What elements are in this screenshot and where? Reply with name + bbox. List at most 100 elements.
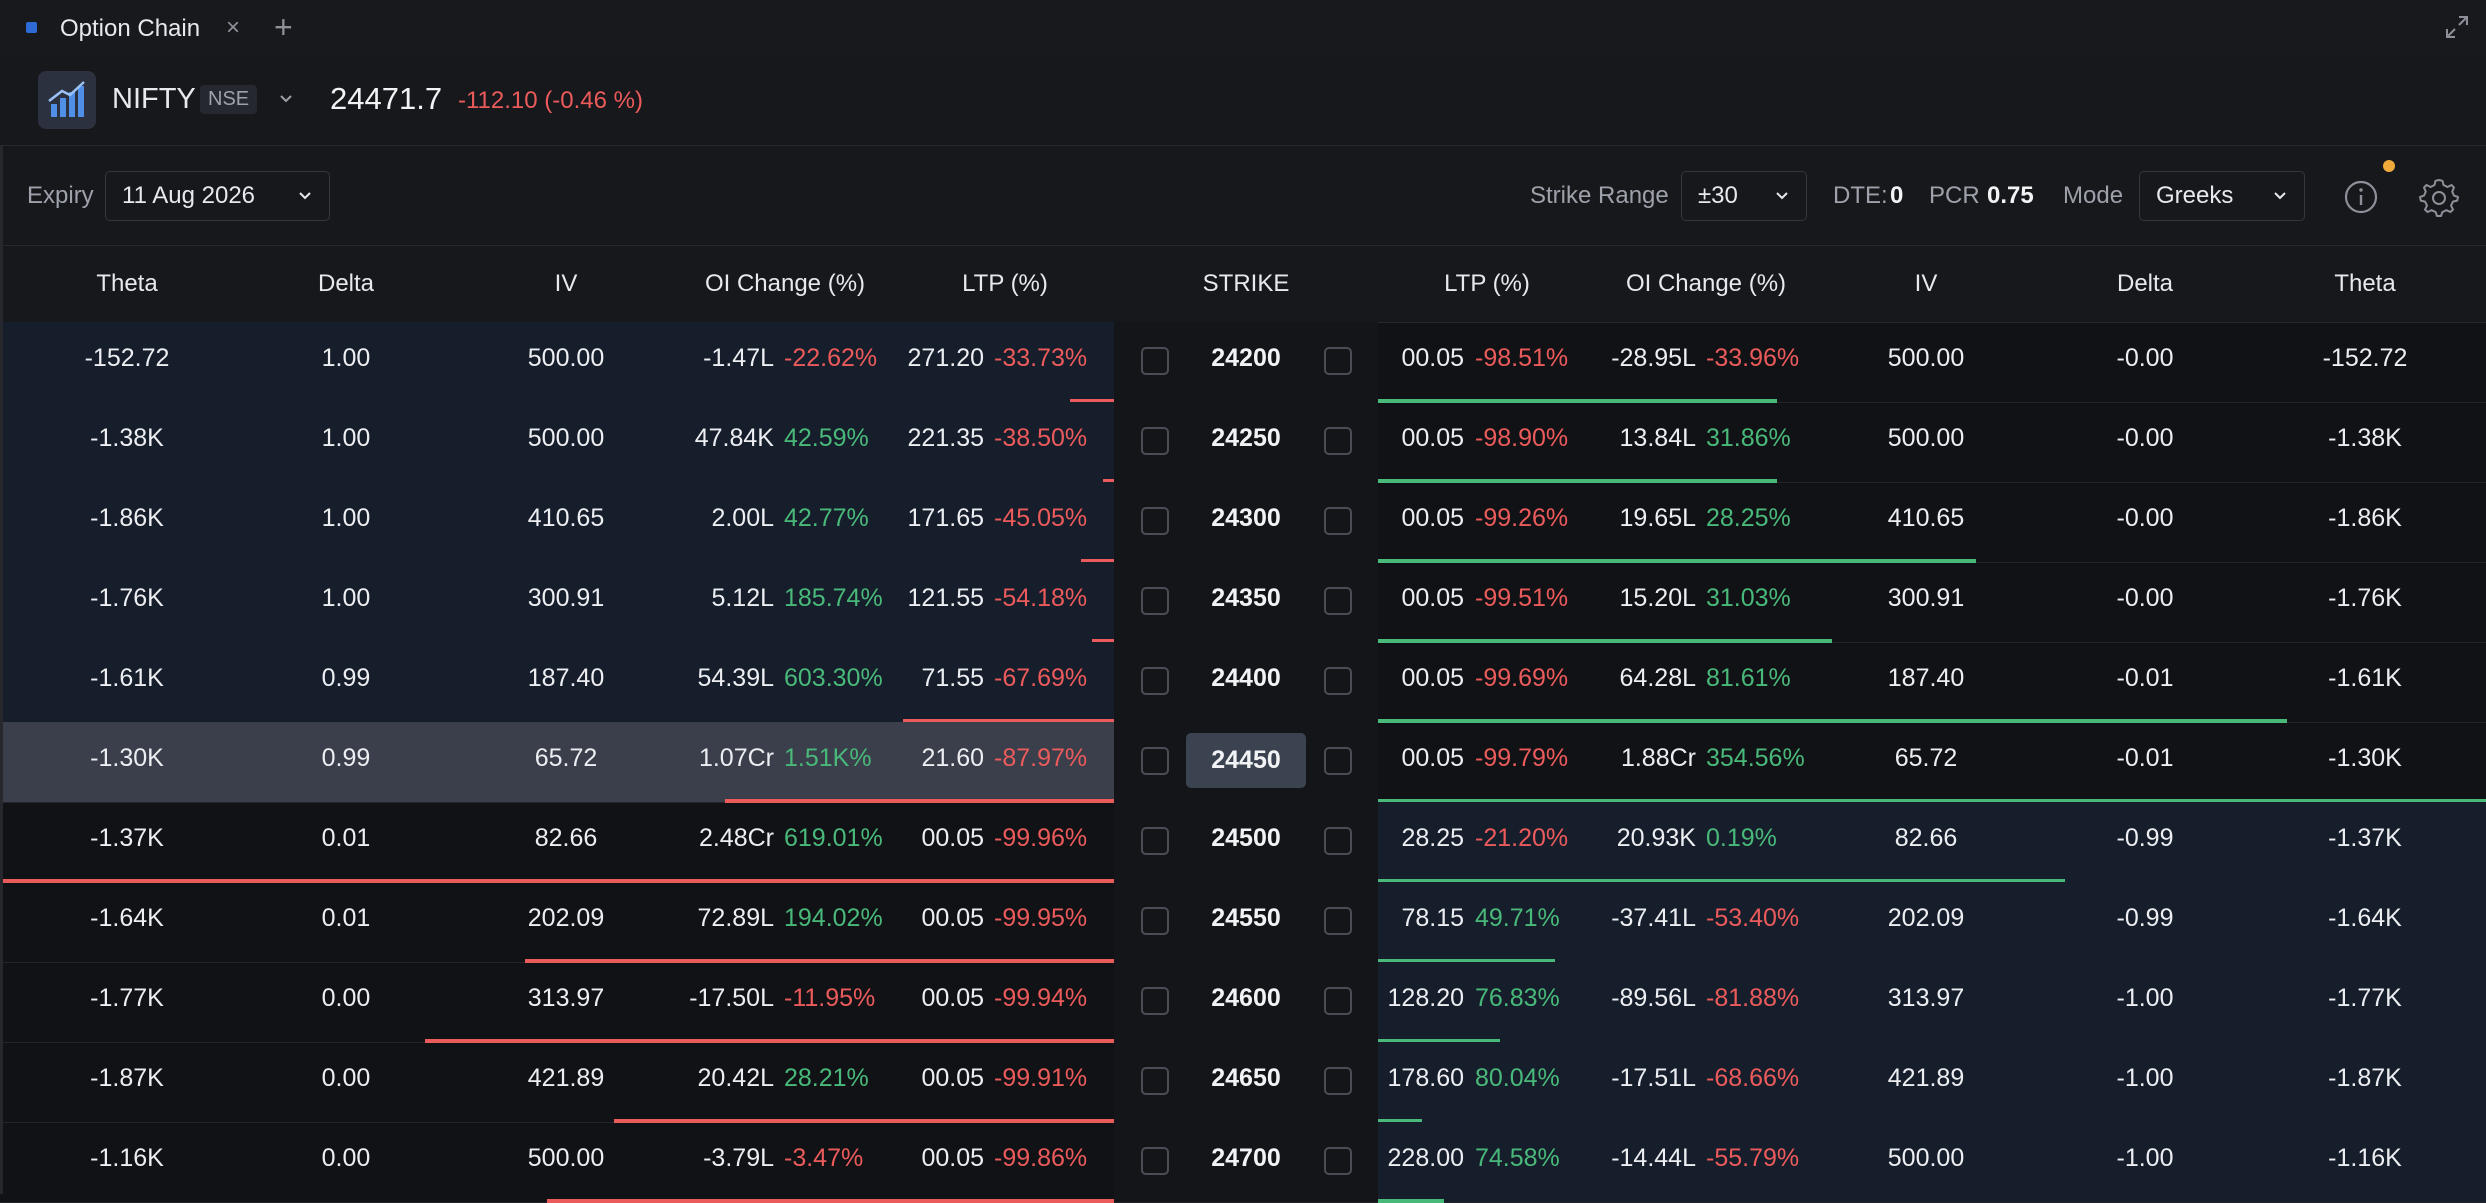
expiry-value: 11 Aug 2026 [122, 182, 256, 209]
table-row[interactable]: -1.61K 0.99 187.40 54.39L 603.30% 71.55 -67.69… [0, 642, 2486, 723]
col-put-oi-change[interactable]: OI Change (%) [1625, 270, 1787, 297]
put-iv: 202.09 [1887, 904, 1965, 932]
call-ltp-pct: -33.73% [994, 344, 1088, 372]
gear-icon[interactable] [2418, 176, 2460, 218]
call-select-checkbox[interactable] [1141, 987, 1169, 1015]
tab-close-icon[interactable]: × [226, 14, 241, 41]
table-row[interactable]: -1.16K 0.00 500.00 -3.79L -3.47% 00.05 -99.86%… [0, 1122, 2486, 1203]
table-row[interactable]: -152.72 1.00 500.00 -1.47L -22.62% 271.20 -33.… [0, 322, 2486, 403]
call-select-checkbox[interactable] [1141, 587, 1169, 615]
call-select-checkbox[interactable] [1141, 507, 1169, 535]
tab-option-chain[interactable]: Option Chain × [0, 0, 260, 57]
call-delta: 0.99 [321, 664, 371, 692]
call-oi-pct: 185.74% [784, 584, 883, 612]
col-put-theta[interactable]: Theta [2334, 270, 2396, 297]
chevron-down-icon[interactable] [276, 89, 296, 109]
call-select-checkbox[interactable] [1141, 907, 1169, 935]
strike-column-bg [1114, 802, 1378, 882]
put-ltp: 00.05 [1401, 504, 1464, 532]
put-ltp: 00.05 [1401, 584, 1464, 612]
call-oi: -3.79L [703, 1144, 774, 1172]
table-row[interactable]: -1.77K 0.00 313.97 -17.50L -11.95% 00.05 -99.9… [0, 962, 2486, 1043]
put-iv: 65.72 [1894, 744, 1958, 772]
call-iv: 421.89 [527, 1064, 605, 1092]
call-oi: 20.42L [697, 1064, 774, 1092]
put-select-checkbox[interactable] [1324, 747, 1352, 775]
put-oi: -14.44L [1611, 1144, 1696, 1172]
col-call-theta[interactable]: Theta [96, 270, 158, 297]
instrument-header: NIFTY NSE 24471.7 -112.10 (-0.46 %) [0, 57, 2486, 146]
call-delta: 1.00 [321, 424, 371, 452]
put-itm-shade [1378, 882, 2486, 962]
call-select-checkbox[interactable] [1141, 747, 1169, 775]
call-select-checkbox[interactable] [1141, 827, 1169, 855]
table-row[interactable]: -1.30K 0.99 65.72 1.07Cr 1.51K% 21.60 -87.97% 2… [0, 722, 2486, 803]
dte-label: DTE: [1833, 182, 1888, 209]
put-ltp-pct: 76.83% [1475, 984, 1560, 1012]
put-oi-bar [1378, 1039, 1500, 1043]
col-call-delta[interactable]: Delta [317, 270, 375, 297]
chevron-down-icon [2274, 192, 2286, 200]
table-row[interactable]: -1.37K 0.01 82.66 2.48Cr 619.01% 00.05 -99.96%… [0, 802, 2486, 883]
put-select-checkbox[interactable] [1324, 827, 1352, 855]
put-ltp-pct: -99.26% [1475, 504, 1569, 532]
put-select-checkbox[interactable] [1324, 987, 1352, 1015]
tab-title: Option Chain [60, 15, 201, 42]
table-row[interactable]: -1.87K 0.00 421.89 20.42L 28.21% 00.05 -99.91%… [0, 1042, 2486, 1123]
expiry-select[interactable]: 11 Aug 2026 [105, 171, 330, 221]
put-select-checkbox[interactable] [1324, 347, 1352, 375]
put-delta: -0.99 [2116, 904, 2174, 932]
info-icon[interactable] [2343, 179, 2379, 215]
call-ltp-pct: -99.96% [994, 824, 1088, 852]
put-theta: -1.61K [2328, 664, 2402, 692]
expand-icon[interactable] [2444, 14, 2470, 40]
controls-bar: Expiry 11 Aug 2026 Strike Range ±30 DTE:… [0, 146, 2486, 246]
put-select-checkbox[interactable] [1324, 1147, 1352, 1175]
option-chain-header: Theta Delta IV OI Change (%) LTP (%) STR… [0, 246, 2486, 323]
put-delta: -0.00 [2116, 584, 2174, 612]
put-select-checkbox[interactable] [1324, 587, 1352, 615]
put-itm-shade [1378, 1122, 2486, 1202]
call-select-checkbox[interactable] [1141, 1147, 1169, 1175]
put-select-checkbox[interactable] [1324, 667, 1352, 695]
col-call-ltp[interactable]: LTP (%) [962, 270, 1048, 297]
call-oi-pct: -22.62% [784, 344, 878, 372]
put-oi-pct: 81.61% [1706, 664, 1791, 692]
col-put-ltp[interactable]: LTP (%) [1444, 270, 1530, 297]
put-itm-shade [1378, 962, 2486, 1042]
call-theta: -1.61K [90, 664, 164, 692]
call-select-checkbox[interactable] [1141, 347, 1169, 375]
call-ltp-pct: -54.18% [994, 584, 1088, 612]
put-select-checkbox[interactable] [1324, 507, 1352, 535]
col-call-iv[interactable]: IV [554, 270, 578, 297]
call-itm-shade [0, 402, 1114, 482]
strike-column-bg [1114, 642, 1378, 722]
call-iv: 82.66 [534, 824, 598, 852]
put-select-checkbox[interactable] [1324, 1067, 1352, 1095]
col-put-delta[interactable]: Delta [2116, 270, 2174, 297]
put-select-checkbox[interactable] [1324, 907, 1352, 935]
call-theta: -1.30K [90, 744, 164, 772]
put-oi: 15.20L [1619, 584, 1696, 612]
call-theta: -1.64K [90, 904, 164, 932]
add-tab-button[interactable]: + [274, 9, 293, 45]
mode-select[interactable]: Greeks [2139, 171, 2305, 221]
put-select-checkbox[interactable] [1324, 427, 1352, 455]
table-row[interactable]: -1.38K 1.00 500.00 47.84K 42.59% 221.35 -38.50… [0, 402, 2486, 483]
instrument-symbol[interactable]: NIFTY [112, 83, 196, 115]
table-row[interactable]: -1.64K 0.01 202.09 72.89L 194.02% 00.05 -99.95… [0, 882, 2486, 963]
put-iv: 187.40 [1887, 664, 1965, 692]
strike-range-select[interactable]: ±30 [1681, 171, 1807, 221]
strike-column-bg [1114, 1042, 1378, 1122]
call-select-checkbox[interactable] [1141, 427, 1169, 455]
col-call-oi-change[interactable]: OI Change (%) [704, 270, 866, 297]
table-row[interactable]: -1.86K 1.00 410.65 2.00L 42.77% 171.65 -45.05%… [0, 482, 2486, 563]
call-select-checkbox[interactable] [1141, 667, 1169, 695]
put-delta: -0.99 [2116, 824, 2174, 852]
call-iv: 313.97 [527, 984, 605, 1012]
call-select-checkbox[interactable] [1141, 1067, 1169, 1095]
mode-label: Mode [2063, 182, 2124, 209]
table-row[interactable]: -1.76K 1.00 300.91 5.12L 185.74% 121.55 -54.18… [0, 562, 2486, 643]
col-put-iv[interactable]: IV [1914, 270, 1938, 297]
col-strike[interactable]: STRIKE [1202, 270, 1290, 297]
